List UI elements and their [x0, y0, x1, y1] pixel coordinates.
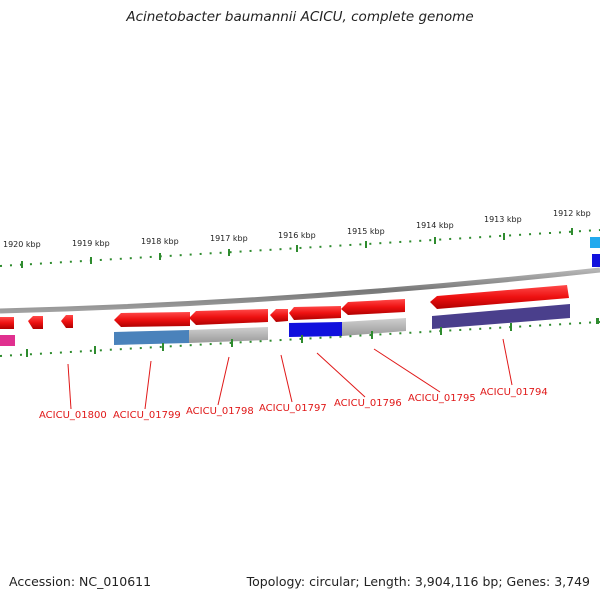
genome-backbone	[0, 267, 600, 314]
cds-arrow	[289, 306, 341, 320]
tick-label: 1913 kbp	[484, 215, 522, 224]
gene-label-acicu-01794[interactable]: ACICU_01794	[480, 387, 548, 398]
lower-ruler-line	[0, 321, 600, 357]
gene-label-acicu-01795[interactable]: ACICU_01795	[408, 393, 476, 404]
feature-blue-edge	[592, 254, 600, 267]
feature-steelblue	[114, 330, 189, 345]
forward-cds-row	[0, 285, 569, 329]
reverse-feature-row	[0, 304, 599, 346]
gene-label-acicu-01797[interactable]: ACICU_01797	[259, 403, 327, 414]
gene-label-acicu-01799[interactable]: ACICU_01799	[113, 410, 181, 421]
gene-label-acicu-01800[interactable]: ACICU_01800	[39, 410, 107, 421]
cds-arrow	[341, 299, 405, 315]
cds-arrow	[270, 309, 288, 322]
tick-label: 1919 kbp	[72, 239, 110, 248]
leader-line	[502, 338, 513, 386]
leader-line	[373, 348, 441, 393]
cds-arrow	[114, 312, 190, 327]
cds-arrow	[28, 316, 43, 329]
gene-labels: ACICU_01800 ACICU_01799 ACICU_01798 ACIC…	[39, 387, 548, 421]
tick-labels: 1920 kbp 1919 kbp 1918 kbp 1917 kbp 1916…	[3, 209, 591, 249]
gene-leader-lines	[67, 338, 513, 410]
tick-label: 1920 kbp	[3, 240, 41, 249]
leader-line	[144, 360, 152, 410]
cds-arrow	[61, 315, 73, 328]
tick-label: 1915 kbp	[347, 227, 385, 236]
gene-label-acicu-01796[interactable]: ACICU_01796	[334, 398, 402, 409]
accession-label: Accession: NC_010611	[9, 574, 152, 589]
cds-arrow	[0, 317, 14, 329]
tick-label: 1916 kbp	[278, 231, 316, 240]
upper-scale-ruler	[0, 228, 600, 268]
leader-line	[280, 354, 293, 403]
leader-line	[67, 363, 72, 410]
cds-arrow	[430, 285, 569, 309]
feature-blue	[289, 322, 342, 337]
feature-gray	[189, 327, 268, 343]
feature-green-edge	[596, 318, 599, 324]
tick-label: 1912 kbp	[553, 209, 591, 218]
leader-line	[316, 352, 366, 398]
tick-label: 1918 kbp	[141, 237, 179, 246]
leader-line	[217, 356, 230, 406]
topology-label: Topology: circular; Length: 3,904,116 bp…	[246, 574, 590, 589]
gene-label-acicu-01798[interactable]: ACICU_01798	[186, 406, 254, 417]
upper-ruler-line	[0, 229, 600, 267]
feature-cyan-edge	[590, 237, 600, 248]
feature-magenta	[0, 335, 15, 346]
cds-arrow	[189, 309, 268, 325]
feature-purple	[432, 304, 570, 329]
tick-label: 1914 kbp	[416, 221, 454, 230]
feature-gray	[342, 318, 406, 336]
lower-scale-ruler	[0, 321, 600, 357]
map-title: Acinetobacter baumannii ACICU, complete …	[126, 9, 474, 25]
tick-label: 1917 kbp	[210, 234, 248, 243]
